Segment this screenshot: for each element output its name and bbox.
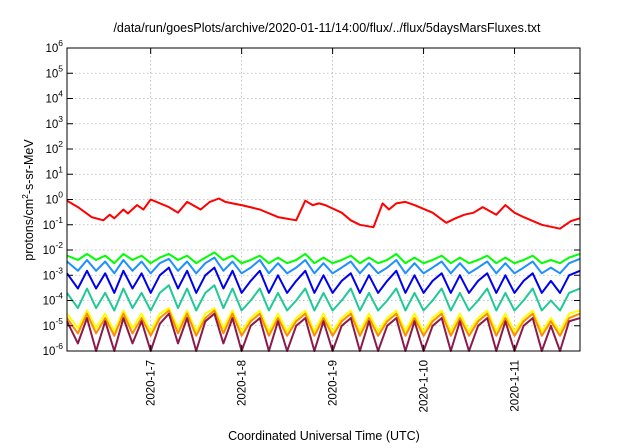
y-tick-exponent: 0 bbox=[58, 190, 63, 200]
y-tick-base: 10 bbox=[45, 94, 58, 106]
chart-title: /data/run/goesPlots/archive/2020-01-11/1… bbox=[113, 21, 541, 35]
y-tick-exponent: 1 bbox=[58, 164, 63, 174]
x-tick-label: 2020-1-9 bbox=[328, 360, 340, 406]
y-tick-base: 10 bbox=[45, 144, 58, 156]
series-line-3 bbox=[66, 266, 581, 294]
y-tick-base: 10 bbox=[43, 245, 56, 257]
y-tick-base: 10 bbox=[43, 296, 56, 308]
y-tick-base: 10 bbox=[45, 43, 58, 55]
y-tick-exponent: 5 bbox=[58, 63, 63, 73]
y-tick-base: 10 bbox=[43, 321, 56, 333]
y-tick-label: 10-5 bbox=[43, 316, 64, 333]
x-axis-label: Coordinated Universal Time (UTC) bbox=[228, 429, 420, 443]
y-tick-exponent: -6 bbox=[55, 341, 63, 351]
y-tick-exponent: -2 bbox=[55, 240, 63, 250]
y-tick-label: 10-6 bbox=[43, 341, 64, 358]
y-tick-exponent: 4 bbox=[58, 89, 63, 99]
y-tick-exponent: -5 bbox=[55, 316, 63, 326]
y-tick-label: 101 bbox=[45, 164, 63, 181]
y-tick-exponent: 3 bbox=[58, 114, 63, 124]
series-line-7 bbox=[66, 312, 581, 352]
y-tick-label: 103 bbox=[45, 114, 63, 131]
y-tick-base: 10 bbox=[45, 195, 58, 207]
y-axis-label-pre: protons/cm bbox=[22, 199, 36, 261]
y-tick-exponent: -1 bbox=[55, 215, 63, 225]
y-axis-label: protons/cm2-s-sr-MeV bbox=[20, 139, 36, 261]
series-line-6 bbox=[66, 309, 581, 337]
y-tick-base: 10 bbox=[43, 346, 56, 358]
y-tick-base: 10 bbox=[43, 270, 56, 282]
series-line-2 bbox=[66, 256, 581, 275]
y-tick-exponent: -3 bbox=[55, 265, 63, 275]
series-line-0 bbox=[66, 197, 581, 230]
y-tick-exponent: 6 bbox=[58, 38, 63, 48]
y-tick-label: 10-1 bbox=[43, 215, 64, 232]
y-tick-label: 100 bbox=[45, 190, 63, 207]
series-layer bbox=[66, 197, 581, 352]
y-tick-base: 10 bbox=[45, 169, 58, 181]
y-tick-label: 105 bbox=[45, 63, 63, 80]
series-line-4 bbox=[66, 284, 581, 312]
y-tick-exponent: 2 bbox=[58, 139, 63, 149]
x-tick-label: 2020-1-7 bbox=[146, 360, 158, 406]
grid-layer bbox=[67, 48, 580, 351]
y-tick-label: 102 bbox=[45, 139, 63, 156]
y-tick-label: 10-2 bbox=[43, 240, 64, 257]
y-axis: 10-610-510-410-310-210-11001011021031041… bbox=[43, 38, 580, 358]
x-tick-label: 2020-1-11 bbox=[510, 360, 522, 412]
y-axis-label-post: -s-sr-MeV bbox=[22, 139, 36, 195]
series-line-1 bbox=[66, 251, 581, 265]
y-tick-base: 10 bbox=[45, 119, 58, 131]
y-tick-label: 106 bbox=[45, 38, 63, 55]
y-tick-label: 10-3 bbox=[43, 265, 64, 282]
y-axis-label-sup: 2 bbox=[20, 194, 30, 199]
x-tick-label: 2020-1-10 bbox=[419, 360, 431, 412]
y-tick-exponent: -4 bbox=[55, 291, 63, 301]
x-axis: 2020-1-7 2020-1-8 2020-1-9 2020-1-10 2020-1-… bbox=[146, 48, 522, 412]
y-tick-label: 104 bbox=[45, 89, 63, 106]
y-tick-label: 10-4 bbox=[43, 291, 64, 308]
y-tick-base: 10 bbox=[45, 68, 58, 80]
series-line-5 bbox=[66, 307, 581, 333]
y-tick-base: 10 bbox=[43, 220, 56, 232]
x-tick-label: 2020-1-8 bbox=[237, 360, 249, 406]
